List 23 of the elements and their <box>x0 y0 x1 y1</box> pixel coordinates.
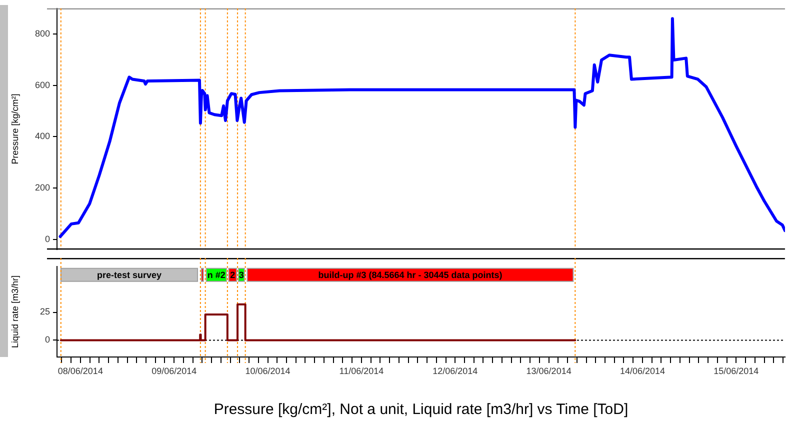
y-tick-label: 200 <box>34 182 50 192</box>
y-tick-label: 400 <box>34 131 50 142</box>
x-tick-label: 11/06/2014 <box>339 366 384 376</box>
band-label: 3 <box>238 270 244 280</box>
y-tick-label: 0 <box>44 334 50 345</box>
band-label: 2 <box>230 270 236 280</box>
x-tick-label: 13/06/2014 <box>526 366 572 376</box>
y-tick-label: 600 <box>34 80 50 90</box>
y-tick-label: 25 <box>40 306 50 317</box>
y-tick-label: 0 <box>44 234 50 244</box>
y-tick-label: 800 <box>34 28 50 39</box>
band-label: build-up #3 (84.5664 hr - 30445 data points) <box>318 270 502 280</box>
y-axis-title: Pressure [kg/cm²] <box>10 94 20 164</box>
x-tick-label: 14/06/2014 <box>620 366 666 376</box>
x-tick-label: 15/06/2014 <box>714 366 759 376</box>
band-label: n #2 <box>207 270 226 280</box>
y-axis-title: Liquid rate [m3/hr] <box>10 275 20 348</box>
x-tick-label: 09/06/2014 <box>152 366 197 376</box>
band-label: pre-test survey <box>96 270 162 280</box>
x-axis-title: Pressure [kg/cm²], Not a unit, Liquid rate [m3/hr] vs Time [ToD] <box>214 401 628 418</box>
x-tick-label: 10/06/2014 <box>245 366 290 376</box>
x-tick-label: 08/06/2014 <box>58 366 103 376</box>
x-tick-label: 12/06/2014 <box>432 366 478 376</box>
